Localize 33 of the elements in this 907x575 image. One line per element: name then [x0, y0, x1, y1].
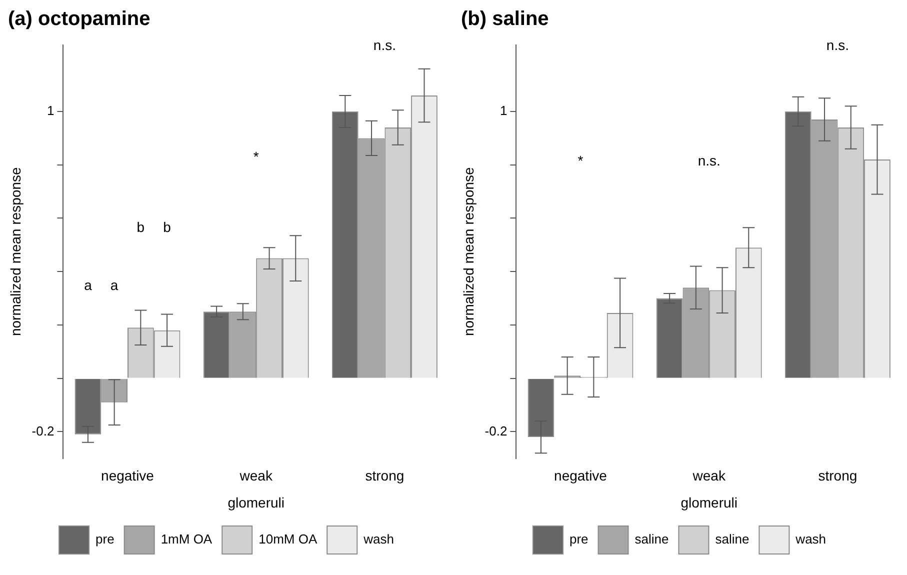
annotation: a	[84, 276, 92, 293]
y-axis-title: normalized mean response	[460, 166, 476, 336]
x-tick-label: strong	[365, 468, 404, 484]
y-axis-title: normalized mean response	[7, 166, 24, 336]
legend-label: 10mM OA	[258, 532, 318, 547]
annotation: *	[578, 152, 584, 169]
legend-label: saline	[715, 532, 750, 547]
annotation: *	[253, 148, 260, 165]
x-tick-label: negative	[554, 468, 608, 484]
legend-label: saline	[634, 532, 669, 547]
annotation: n.s.	[826, 36, 849, 53]
legend-label: wash	[362, 532, 394, 547]
y-tick-label: -0.2	[32, 423, 54, 438]
annotation: a	[110, 276, 118, 293]
annotation: b	[163, 218, 172, 235]
y-tick-label: -0.2	[484, 423, 508, 438]
chart-title: (a) octopamine	[8, 8, 152, 32]
x-tick-label: strong	[818, 468, 858, 484]
annotation: n.s.	[373, 36, 396, 53]
x-tick-label: weak	[238, 468, 274, 484]
y-tick-label: 1	[46, 103, 54, 118]
chart-title: (b) saline	[461, 8, 550, 32]
annotation: n.s.	[698, 152, 720, 169]
legend-label: pre	[569, 532, 588, 547]
y-tick-label: 1	[500, 103, 508, 118]
x-tick-label: weak	[692, 468, 726, 484]
x-axis-title: glomeruli	[228, 494, 285, 510]
x-axis-title: glomeruli	[680, 494, 738, 510]
annotation: b	[136, 218, 145, 235]
legend-label: pre	[96, 532, 114, 547]
legend-label: 1mM OA	[160, 532, 212, 547]
x-tick-label: negative	[101, 468, 154, 484]
legend-label: wash	[794, 532, 826, 547]
